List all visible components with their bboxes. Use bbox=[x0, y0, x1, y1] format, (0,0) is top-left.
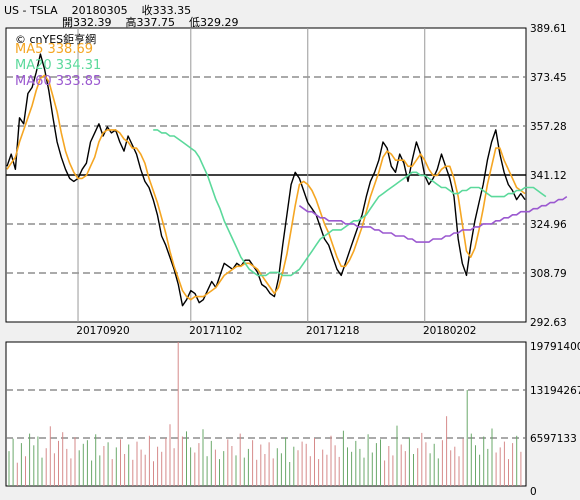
price-tick-label: 308.79 bbox=[530, 268, 567, 280]
ma5-line bbox=[6, 74, 526, 301]
date-tick-label: 20171102 bbox=[189, 325, 242, 337]
header-line-1: US - TSLA 20180305 收333.35 bbox=[4, 2, 191, 18]
open-price: 開332.39 bbox=[62, 16, 112, 29]
volume-bars bbox=[8, 342, 522, 486]
price-tick-label: 373.45 bbox=[530, 72, 567, 84]
volume-panel bbox=[5, 341, 527, 487]
price-tick-label: 389.61 bbox=[530, 23, 567, 35]
low-price: 低329.29 bbox=[189, 16, 239, 29]
price-tick-label: 324.96 bbox=[530, 219, 567, 231]
date-axis-labels: 20170920 20171102 20171218 20180202 bbox=[76, 325, 476, 337]
price-tick-label: 357.28 bbox=[530, 121, 567, 133]
price-tick-label: 341.12 bbox=[530, 170, 567, 182]
cnyes-watermark: © cnYES鉅亨網 bbox=[15, 33, 97, 46]
price-lines bbox=[6, 53, 568, 307]
volume-tick-label: 6597133 bbox=[530, 433, 577, 445]
ma20-legend: MA20 334.31 bbox=[15, 58, 102, 73]
volume-grid bbox=[6, 389, 526, 439]
price-tick-label: 292.63 bbox=[530, 317, 567, 329]
price-axis-labels: 389.61 373.45 357.28 341.12 324.96 308.79 292.… bbox=[530, 23, 567, 329]
close-price-line bbox=[6, 53, 526, 307]
volume-axis-labels: 19791400 13194267 6597133 0 bbox=[530, 341, 580, 498]
header-line-2: 開332.39 高337.75 低329.29 bbox=[62, 14, 239, 30]
quote-date: 20180305 bbox=[71, 4, 128, 17]
ma5-legend: MA5 338.69 bbox=[15, 42, 93, 57]
date-tick-label: 20171218 bbox=[306, 325, 359, 337]
volume-tick-label: 13194267 bbox=[530, 385, 580, 397]
ma60-line bbox=[298, 195, 568, 243]
volume-tick-label: 0 bbox=[530, 486, 537, 498]
close-price: 收333.35 bbox=[141, 4, 192, 17]
high-price: 高337.75 bbox=[125, 16, 176, 29]
symbol: US - TSLA bbox=[4, 4, 58, 17]
date-tick-label: 20180202 bbox=[423, 325, 476, 337]
ma60-legend: MA60 333.85 bbox=[15, 74, 102, 89]
volume-tick-label: 19791400 bbox=[530, 341, 580, 353]
date-tick-label: 20170920 bbox=[76, 325, 129, 337]
